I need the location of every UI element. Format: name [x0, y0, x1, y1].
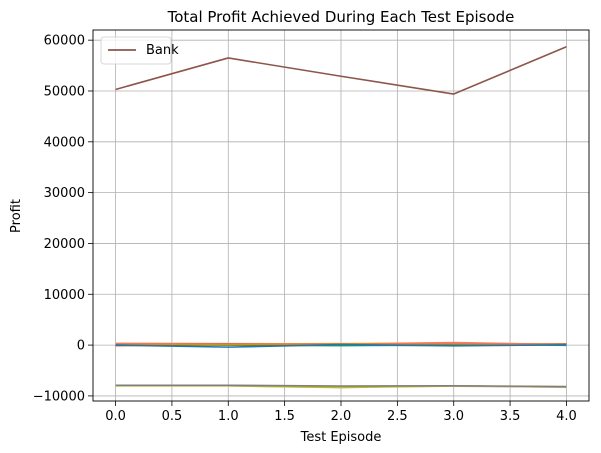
series-line-bank [115, 46, 567, 95]
y-tick-label: 40000 [44, 135, 85, 150]
series-line-unlabeled-1 [115, 343, 567, 348]
y-tick-label: 30000 [44, 186, 85, 201]
chart-title: Total Profit Achieved During Each Test E… [167, 8, 515, 26]
x-axis-label: Test Episode [300, 430, 382, 445]
x-tick-label: 1.5 [274, 409, 295, 424]
x-tick-label: 2.0 [331, 409, 352, 424]
y-tick-label: 60000 [44, 34, 85, 49]
y-tick-label: 10000 [44, 288, 85, 303]
series-line-unlabeled-10 [115, 384, 567, 388]
legend: Bank [100, 36, 179, 65]
series-layer [115, 46, 567, 389]
x-tick-label: 2.5 [387, 409, 408, 424]
x-tick-label: 0.0 [105, 409, 126, 424]
x-tick-label: 0.5 [162, 409, 183, 424]
y-tick-label: −10000 [33, 389, 85, 404]
y-axis-label: Profit [9, 199, 24, 233]
x-tick-label: 3.0 [443, 409, 464, 424]
x-tick-label: 1.0 [218, 409, 239, 424]
y-tick-label: 0 [77, 339, 85, 354]
y-tick-label: 50000 [44, 84, 85, 99]
tick-layer: 0.0 0.5 1.0 1.5 2.0 2.5 3.0 3.5 4.0 −10000 0 10000 2… [33, 34, 577, 424]
x-tick-label: 4.0 [556, 409, 577, 424]
y-tick-label: 20000 [44, 237, 85, 252]
legend-label-bank: Bank [146, 43, 179, 58]
x-tick-label: 3.5 [500, 409, 521, 424]
